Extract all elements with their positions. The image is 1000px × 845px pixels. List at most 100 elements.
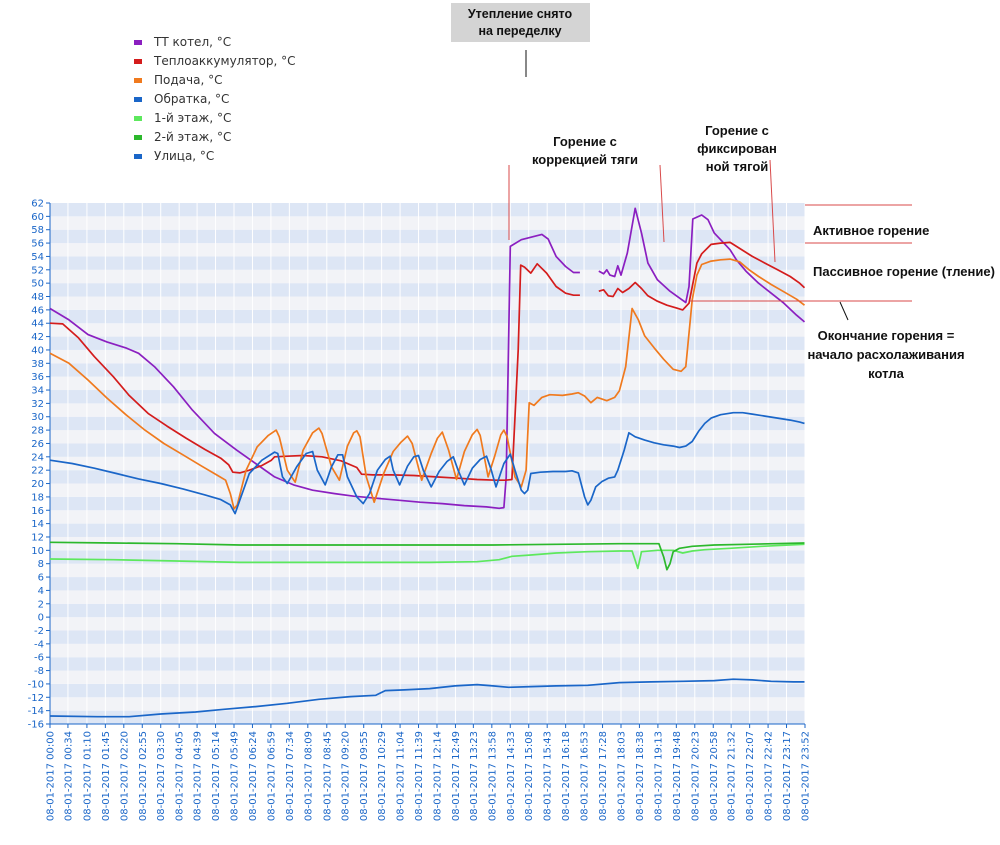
legend-entry: 2-й этаж, °C bbox=[154, 130, 231, 144]
grid-band bbox=[50, 243, 805, 257]
annotation-text-line: Горение с bbox=[553, 134, 617, 149]
y-tick-labels: -16-14-12-10-8-6-4-202468101214161820222… bbox=[28, 199, 50, 731]
grid-band bbox=[50, 697, 805, 711]
grid-band bbox=[50, 683, 805, 698]
grid-band bbox=[50, 309, 805, 324]
annotation-text-line: начало расхолаживания bbox=[807, 347, 964, 362]
x-tick-label: 08-01-2017 09:20 bbox=[341, 731, 352, 821]
y-tick-label: 16 bbox=[31, 506, 44, 517]
annotation-text-line: Пассивное горение (тление) bbox=[813, 264, 995, 279]
y-tick-label: 6 bbox=[38, 573, 44, 584]
x-tick-label: 08-01-2017 04:39 bbox=[193, 731, 204, 821]
x-tick-labels: 08-01-2017 00:00 08-01-2017 00:34 08-01-20… bbox=[46, 724, 812, 821]
x-tick-label: 08-01-2017 15:08 bbox=[524, 731, 535, 821]
grid-band bbox=[50, 443, 805, 457]
y-tick-label: 56 bbox=[31, 239, 44, 250]
x-tick-label: 08-01-2017 06:24 bbox=[248, 731, 259, 821]
y-tick-label: 10 bbox=[31, 546, 44, 557]
y-tick-label: -6 bbox=[34, 653, 44, 664]
plot-background bbox=[50, 203, 805, 724]
y-tick-label: 30 bbox=[31, 412, 44, 423]
x-tick-label: 08-01-2017 19:48 bbox=[672, 731, 683, 821]
legend-swatch bbox=[134, 116, 142, 121]
grid-band bbox=[50, 617, 805, 631]
x-tick-label: 08-01-2017 11:04 bbox=[396, 731, 407, 821]
grid-band bbox=[50, 349, 805, 364]
y-tick-label: 8 bbox=[38, 559, 44, 570]
grid-band bbox=[50, 630, 805, 644]
grid-band bbox=[50, 657, 805, 671]
x-tick-label: 08-01-2017 08:09 bbox=[303, 731, 314, 821]
legend: ТТ котел, °C Теплоаккумулятор, °C Подача, … bbox=[134, 35, 296, 163]
y-tick-label: 60 bbox=[31, 212, 44, 223]
x-tick-label: 08-01-2017 09:55 bbox=[359, 731, 370, 821]
x-tick-label: 08-01-2017 17:28 bbox=[598, 731, 609, 821]
y-tick-label: 18 bbox=[31, 492, 44, 503]
legend-entry: Улица, °C bbox=[154, 149, 214, 163]
x-tick-label: 08-01-2017 02:20 bbox=[119, 731, 130, 821]
y-tick-label: 38 bbox=[31, 359, 44, 370]
grid-band bbox=[50, 269, 805, 284]
legend-swatch bbox=[134, 97, 142, 102]
grid-band bbox=[50, 256, 805, 270]
x-tick-label: 08-01-2017 16:18 bbox=[561, 731, 572, 821]
x-tick-label: 08-01-2017 05:49 bbox=[230, 731, 241, 821]
grid-band bbox=[50, 563, 805, 578]
annotation-active-burning: Активное горение bbox=[813, 223, 929, 238]
x-tick-label: 08-01-2017 08:45 bbox=[322, 731, 333, 821]
grid-band bbox=[50, 603, 805, 618]
y-tick-label: 14 bbox=[31, 519, 44, 530]
grid-band bbox=[50, 283, 805, 297]
grid-band bbox=[50, 483, 805, 497]
legend-swatch bbox=[134, 78, 142, 83]
x-tick-label: 08-01-2017 20:23 bbox=[690, 731, 701, 821]
y-tick-label: -8 bbox=[34, 666, 44, 677]
y-tick-label: -2 bbox=[34, 626, 44, 637]
y-tick-label: 26 bbox=[31, 439, 44, 450]
y-tick-label: 62 bbox=[31, 199, 44, 210]
x-tick-label: 08-01-2017 21:32 bbox=[727, 731, 738, 821]
annotation-box bbox=[451, 3, 590, 42]
annotation-text-line: котла bbox=[868, 366, 904, 381]
y-tick-label: 48 bbox=[31, 292, 44, 303]
annotation-text-line: на переделку bbox=[478, 24, 561, 38]
x-tick-label: 08-01-2017 02:55 bbox=[138, 731, 149, 821]
x-tick-label: 08-01-2017 01:10 bbox=[82, 731, 93, 821]
x-tick-label: 08-01-2017 12:49 bbox=[451, 731, 462, 821]
y-tick-label: -4 bbox=[34, 639, 44, 650]
x-tick-label: 08-01-2017 00:00 bbox=[46, 731, 57, 821]
x-tick-label: 08-01-2017 23:17 bbox=[782, 731, 793, 821]
y-tick-label: 42 bbox=[31, 332, 44, 343]
annotation-passive-burning: Пассивное горение (тление) bbox=[813, 264, 995, 279]
y-tick-label: 32 bbox=[31, 399, 44, 410]
x-tick-label: 08-01-2017 14:33 bbox=[506, 731, 517, 821]
y-tick-label: -16 bbox=[28, 720, 44, 731]
y-tick-label: 46 bbox=[31, 305, 44, 316]
x-tick-label: 08-01-2017 06:59 bbox=[266, 731, 277, 821]
grid-band bbox=[50, 390, 805, 404]
grid-band bbox=[50, 496, 805, 511]
y-tick-label: 44 bbox=[31, 319, 44, 330]
grid-band bbox=[50, 590, 805, 604]
annotation-text-line: Окончание горения = bbox=[818, 328, 955, 343]
grid-band bbox=[50, 550, 805, 564]
grid-band bbox=[50, 216, 805, 230]
x-tick-label: 08-01-2017 19:13 bbox=[653, 731, 664, 821]
annotation-text-line: Активное горение bbox=[813, 223, 929, 238]
series-line-2 bbox=[598, 241, 806, 311]
series-group bbox=[49, 207, 806, 718]
grid-band bbox=[50, 323, 805, 337]
x-tick-label: 08-01-2017 05:14 bbox=[211, 731, 222, 821]
grid-band bbox=[50, 670, 805, 684]
x-tick-label: 08-01-2017 16:53 bbox=[580, 731, 591, 821]
x-tick-label: 08-01-2017 10:29 bbox=[377, 731, 388, 821]
grid-band bbox=[50, 376, 805, 391]
annotation-text-line: ной тягой bbox=[706, 159, 769, 174]
y-tick-label: 2 bbox=[38, 599, 44, 610]
y-tick-label: 0 bbox=[38, 613, 44, 624]
legend-swatch bbox=[134, 40, 142, 45]
grid-band bbox=[50, 336, 805, 350]
legend-entry: Теплоаккумулятор, °C bbox=[153, 54, 296, 68]
x-tick-label: 08-01-2017 18:03 bbox=[616, 731, 627, 821]
